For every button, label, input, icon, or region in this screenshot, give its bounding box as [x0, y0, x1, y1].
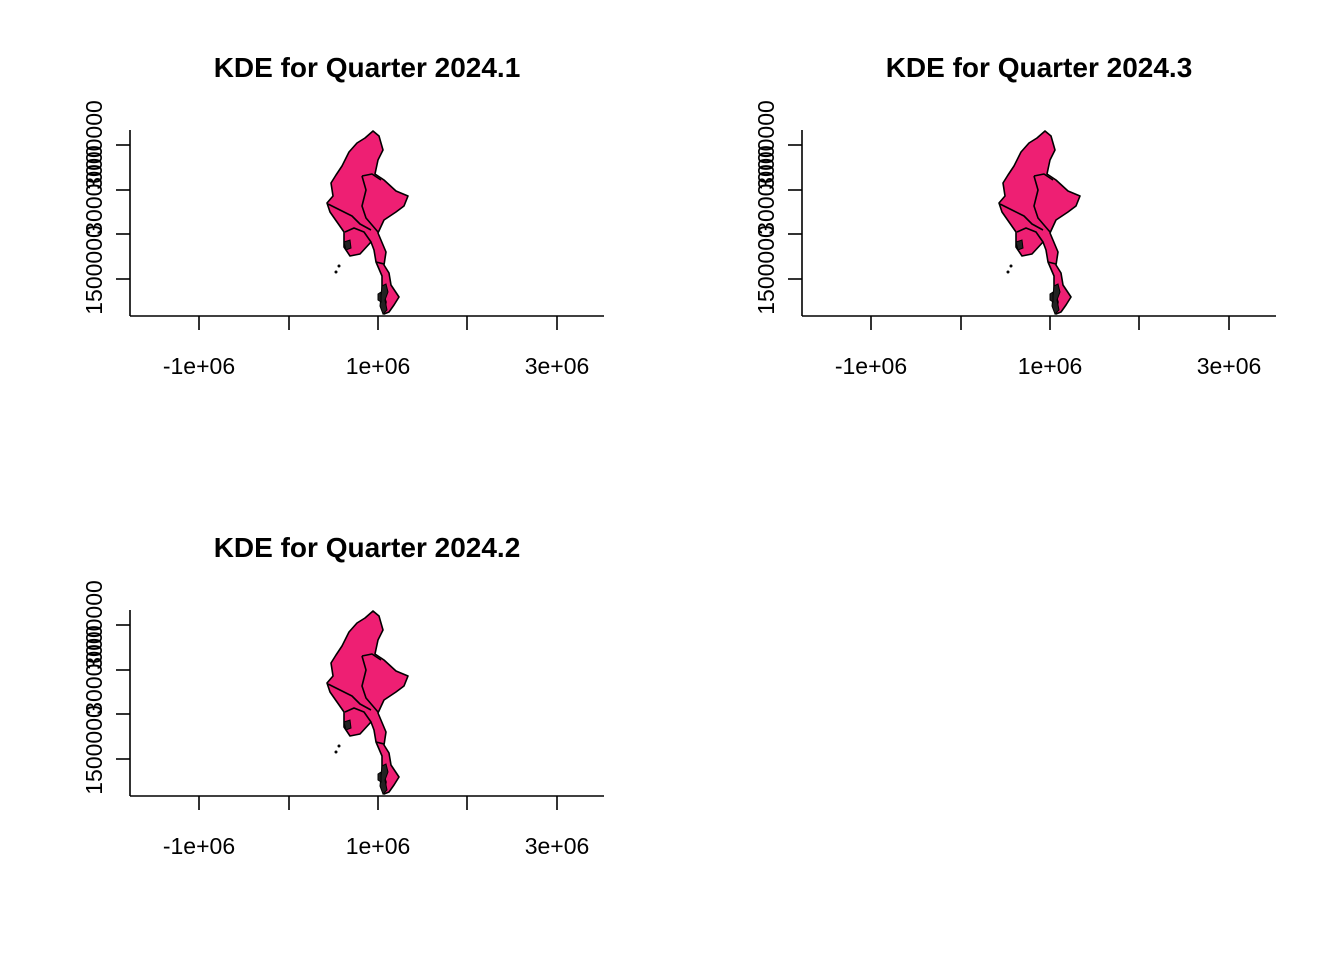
- y-ticks: [116, 144, 130, 280]
- map-panel: KDE for Quarter 2024.2 -1e+06 1e+06 3e+0…: [81, 532, 604, 859]
- x-tick-label: 1e+06: [346, 353, 411, 379]
- country-map: [326, 130, 409, 315]
- x-tick-label: 3e+06: [1197, 353, 1262, 379]
- y-tick-label: 3000000: [753, 100, 779, 190]
- x-tick-label: -1e+06: [163, 353, 235, 379]
- y-tick-label: 3000000: [81, 100, 107, 190]
- y-tick-label: 1500000: [753, 225, 779, 315]
- map-panel: KDE for Quarter 2024.3 -1e+06 1e+06 3e+0…: [753, 52, 1276, 379]
- map-panel: KDE for Quarter 2024.1 -1e+06 1e+06 3e+0…: [81, 52, 604, 379]
- x-tick-label: 3e+06: [525, 833, 590, 859]
- x-ticks: [198, 316, 558, 330]
- x-tick-label: 1e+06: [346, 833, 411, 859]
- y-tick-label: 3000000: [753, 145, 779, 235]
- x-tick-label: -1e+06: [163, 833, 235, 859]
- y-tick-label: 1500000: [81, 705, 107, 795]
- y-tick-label: 1500000: [81, 225, 107, 315]
- y-tick-label: 3000000: [81, 580, 107, 670]
- panel-title: KDE for Quarter 2024.3: [886, 52, 1193, 83]
- y-ticks: [116, 624, 130, 760]
- x-tick-label: -1e+06: [835, 353, 907, 379]
- x-tick-label: 3e+06: [525, 353, 590, 379]
- y-tick-label: 3000000: [81, 145, 107, 235]
- panel-title: KDE for Quarter 2024.2: [214, 532, 521, 563]
- x-ticks: [870, 316, 1230, 330]
- y-ticks: [788, 144, 802, 280]
- panel-title: KDE for Quarter 2024.1: [214, 52, 521, 83]
- x-ticks: [198, 796, 558, 810]
- country-map: [998, 130, 1081, 315]
- y-tick-label: 3000000: [81, 625, 107, 715]
- x-tick-label: 1e+06: [1018, 353, 1083, 379]
- country-map: [326, 610, 409, 795]
